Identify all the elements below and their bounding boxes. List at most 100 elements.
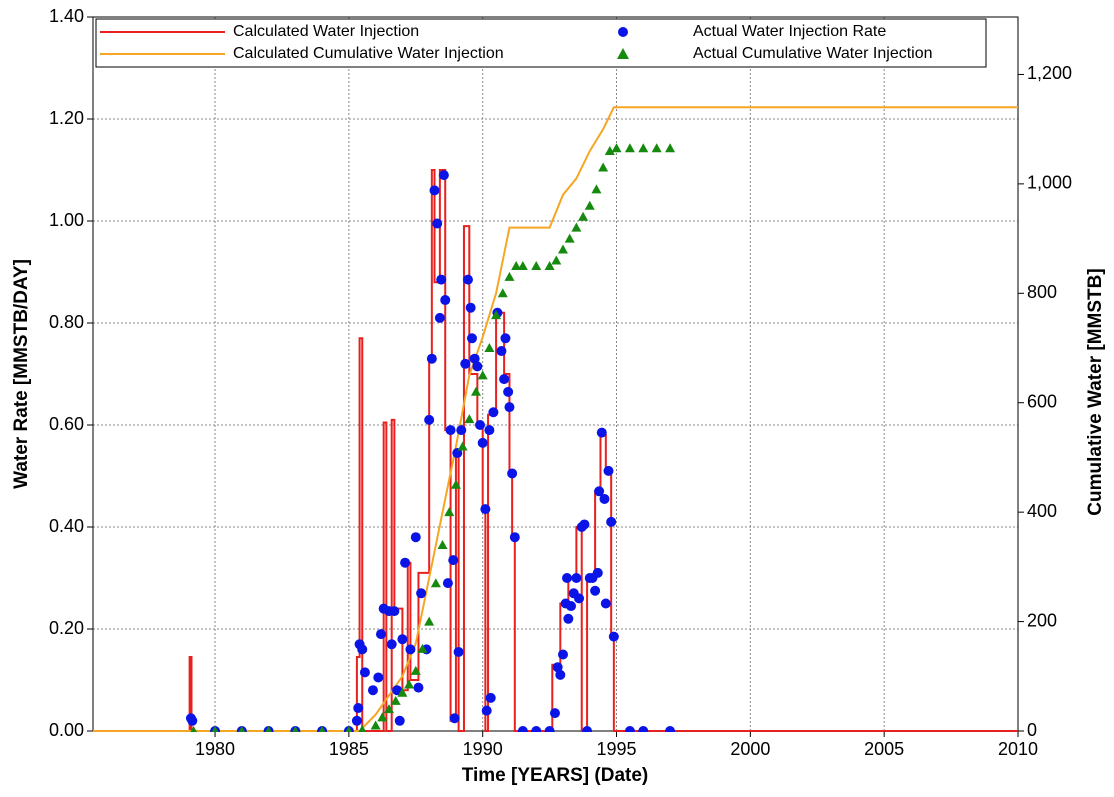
plot-frame — [92, 16, 1019, 732]
y2-tick-label: 0 — [1027, 720, 1037, 740]
data-point — [503, 386, 514, 397]
data-point — [594, 486, 605, 497]
data-point — [665, 726, 676, 732]
data-point — [424, 616, 435, 626]
data-point — [426, 353, 437, 364]
data-point — [599, 493, 610, 504]
data-point — [460, 358, 471, 369]
data-point — [410, 532, 421, 543]
data-point — [531, 260, 542, 270]
data-point — [571, 222, 582, 232]
data-point — [551, 255, 562, 265]
data-point — [448, 555, 459, 566]
data-point — [318, 726, 326, 732]
legend-label: Actual Cumulative Water Injection — [693, 45, 933, 62]
data-point — [464, 414, 475, 424]
y-tick-label: 0.60 — [49, 414, 84, 434]
data-point — [187, 715, 198, 726]
y2-tick-label: 1,200 — [1027, 63, 1072, 83]
data-point — [600, 598, 611, 609]
data-point — [604, 146, 615, 156]
data-point — [549, 708, 560, 719]
data-point — [392, 685, 403, 696]
data-point — [370, 720, 381, 730]
data-point — [410, 665, 421, 675]
x-tick-label: 2000 — [730, 739, 770, 759]
data-point — [485, 692, 496, 703]
data-point — [496, 346, 507, 357]
data-point — [507, 468, 518, 479]
data-point — [449, 713, 460, 724]
data-point — [638, 143, 649, 153]
data-point — [377, 712, 388, 722]
y-tick-label: 0.00 — [49, 720, 84, 740]
y2-tick-label: 600 — [1027, 391, 1057, 411]
x-tick-label: 2005 — [864, 739, 904, 759]
data-point — [375, 629, 386, 640]
data-point — [499, 374, 510, 385]
x-axis-title: Time [YEARS] (Date) — [462, 765, 649, 786]
data-point — [484, 425, 495, 436]
data-point — [358, 724, 367, 732]
data-point — [582, 726, 593, 732]
data-point — [552, 662, 563, 673]
data-point — [424, 414, 435, 425]
y-tick-label: 1.00 — [49, 210, 84, 230]
x-tick-label: 1980 — [195, 739, 235, 759]
data-point — [563, 613, 574, 624]
data-point — [544, 260, 555, 270]
data-point — [389, 606, 400, 617]
data-point — [598, 162, 609, 172]
data-point — [484, 343, 495, 353]
legend-swatch — [617, 48, 629, 59]
y-axis-title: Water Rate [MMSTB/DAY] — [11, 259, 32, 489]
data-point — [465, 302, 476, 313]
data-point — [504, 271, 515, 281]
data-point — [456, 425, 467, 436]
data-point — [453, 646, 464, 657]
data-point — [497, 288, 508, 298]
data-point — [562, 573, 573, 583]
data-point — [544, 726, 555, 732]
data-point — [400, 557, 411, 568]
data-point — [190, 726, 197, 732]
y2-axis-title: Cumulative Water [MMSTB] — [1085, 268, 1106, 515]
data-point — [509, 532, 520, 543]
y2-tick-label: 800 — [1027, 282, 1057, 302]
data-point — [292, 726, 299, 732]
data-line — [93, 106, 1018, 732]
data-line — [93, 169, 1018, 732]
x-tick-label: 2010 — [998, 739, 1038, 759]
data-point — [444, 507, 455, 517]
data-point — [517, 260, 528, 270]
data-point — [566, 601, 577, 612]
data-point — [466, 333, 477, 344]
data-point — [475, 420, 486, 430]
y2-tick-label: 400 — [1027, 501, 1057, 521]
data-point — [211, 726, 219, 732]
data-point — [665, 143, 676, 153]
data-point — [651, 143, 662, 153]
data-point — [590, 585, 601, 596]
data-point — [608, 631, 619, 642]
data-point — [373, 672, 384, 683]
x-tick-label: 1990 — [463, 739, 503, 759]
x-tick-label: 1985 — [329, 739, 369, 759]
data-point — [555, 669, 566, 680]
data-point — [557, 649, 568, 660]
data-point — [477, 437, 488, 448]
data-point — [596, 427, 607, 438]
x-tick-label: 1995 — [597, 739, 637, 759]
legend-swatch — [618, 27, 628, 37]
data-point — [472, 361, 483, 372]
data-point — [491, 310, 502, 320]
data-point — [434, 312, 445, 323]
data-point — [480, 504, 491, 515]
data-point — [351, 715, 362, 726]
legend-box — [95, 18, 987, 68]
data-point — [481, 705, 492, 716]
data-point — [445, 425, 456, 436]
data-point — [603, 465, 614, 476]
data-point — [638, 726, 649, 732]
